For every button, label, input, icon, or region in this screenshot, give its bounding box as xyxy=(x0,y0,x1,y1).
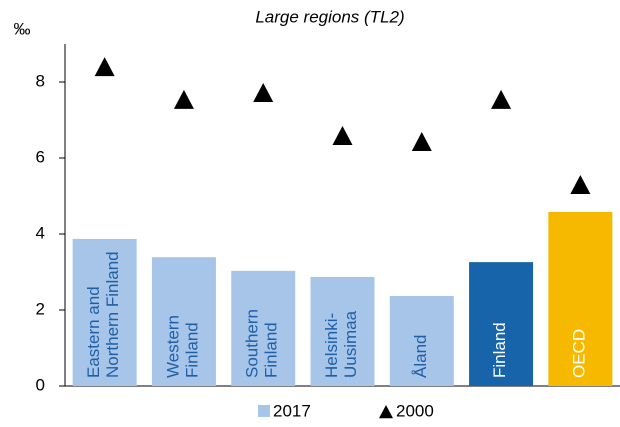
marker-triangle xyxy=(411,132,432,152)
category-label: OECD xyxy=(570,329,589,378)
category-label-line: OECD xyxy=(570,329,589,378)
marker-triangle xyxy=(491,89,512,109)
legend-label: 2000 xyxy=(396,401,434,420)
y-tick-label: 8 xyxy=(36,71,45,90)
category-label-line: Helsinki- xyxy=(322,313,341,378)
category-label-line: Eastern and xyxy=(85,286,104,378)
category-label: SouthernFinland xyxy=(243,309,281,378)
legend-swatch xyxy=(258,405,270,417)
category-label: Helsinki-Uusimaa xyxy=(322,310,360,378)
category-label-line: Finland xyxy=(183,322,202,378)
category-label: Åland xyxy=(411,335,430,378)
marker-triangle xyxy=(173,89,194,109)
category-label-line: Northern Finland xyxy=(104,251,123,378)
bar xyxy=(231,270,296,386)
bar xyxy=(72,238,137,386)
category-label-line: Western xyxy=(164,315,183,378)
marker-triangle xyxy=(332,125,353,145)
legend-label: 2017 xyxy=(273,401,311,420)
category-label-line: Finland xyxy=(491,322,510,378)
category-label-line: Uusimaa xyxy=(341,310,360,378)
category-label: Eastern andNorthern Finland xyxy=(85,251,123,378)
bar xyxy=(310,276,375,386)
bar xyxy=(151,257,216,386)
y-axis-label: ‰ xyxy=(14,19,31,38)
chart-subtitle: Large regions (TL2) xyxy=(255,7,404,26)
y-tick-label: 0 xyxy=(36,375,45,394)
marker-triangle xyxy=(570,174,591,194)
category-label-line: Åland xyxy=(411,335,430,378)
category-label: Finland xyxy=(491,322,510,378)
category-label-line: Southern xyxy=(243,309,262,378)
legend-marker xyxy=(379,405,393,419)
category-label: WesternFinland xyxy=(164,315,202,378)
y-tick-label: 6 xyxy=(36,147,45,166)
y-tick-label: 2 xyxy=(36,299,45,318)
y-tick-label: 4 xyxy=(36,223,45,242)
bar xyxy=(548,211,613,386)
bar xyxy=(469,262,534,386)
bar xyxy=(389,295,454,386)
marker-triangle xyxy=(94,57,115,77)
category-label-line: Finland xyxy=(262,322,281,378)
marker-triangle xyxy=(253,83,274,103)
